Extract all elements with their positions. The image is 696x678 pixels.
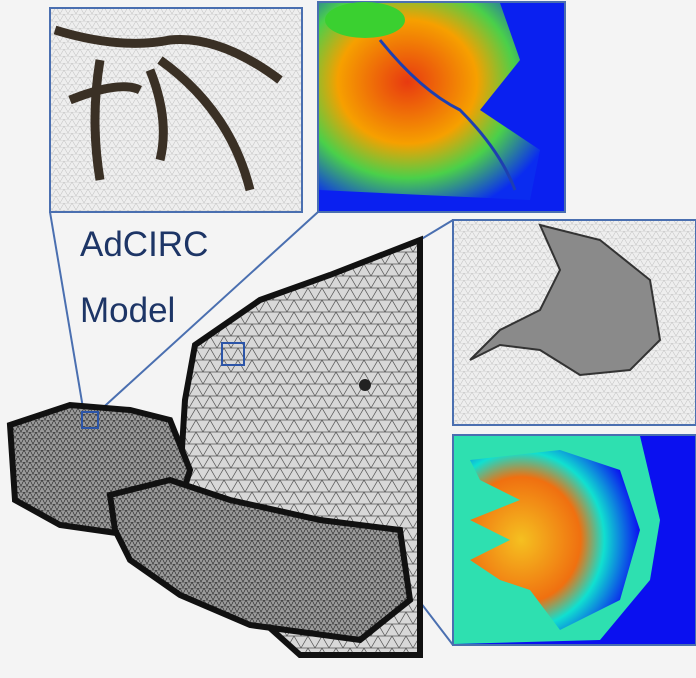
inset-gray-top: [50, 8, 302, 212]
label-line1: AdCIRC: [80, 225, 208, 264]
inset-gray-right: [453, 220, 696, 425]
inset-color-right: [453, 435, 696, 645]
label-line2: Model: [80, 291, 175, 330]
inset-color-top: [318, 2, 565, 212]
figure: AdCIRC Model: [0, 0, 696, 678]
